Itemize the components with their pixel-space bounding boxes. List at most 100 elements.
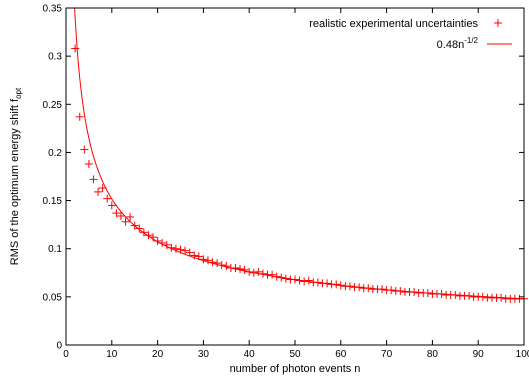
data-point — [245, 267, 254, 276]
x-tick-label: 90 — [473, 349, 485, 360]
x-tick-label: 70 — [381, 349, 393, 360]
y-tick-label: 0.15 — [43, 196, 63, 207]
data-point — [396, 287, 405, 296]
data-point — [80, 145, 89, 154]
data-point — [281, 274, 290, 283]
data-point — [249, 268, 258, 277]
fit-curve-layer — [74, 7, 525, 300]
data-point — [387, 286, 396, 295]
data-point — [478, 292, 487, 301]
x-tick-label: 10 — [106, 349, 118, 360]
data-point — [94, 187, 103, 196]
x-tick-label: 30 — [198, 349, 210, 360]
data-point — [84, 159, 93, 168]
x-tick-label: 40 — [244, 349, 256, 360]
data-point — [345, 282, 354, 291]
x-tick-label: 100 — [516, 349, 529, 360]
data-point — [304, 276, 313, 285]
data-point — [190, 251, 199, 260]
data-point — [258, 269, 267, 278]
data-point — [423, 289, 432, 298]
data-point — [268, 270, 277, 279]
data-point — [231, 263, 240, 272]
x-axis-title: number of photon events n — [230, 363, 361, 375]
data-point — [240, 265, 249, 274]
data-point — [272, 272, 281, 281]
y-tick-label: 0.2 — [48, 148, 62, 159]
data-point — [167, 243, 176, 252]
data-point — [213, 259, 222, 268]
y-axis-title: RMS of the optimum energy shift fopt — [9, 87, 23, 265]
data-point — [89, 175, 98, 184]
x-tick-label: 0 — [63, 349, 69, 360]
legend-label-points: realistic experimental uncertainties — [309, 18, 478, 30]
data-point — [465, 291, 474, 300]
x-tick-label: 20 — [152, 349, 164, 360]
data-point — [135, 224, 144, 233]
data-point — [203, 256, 212, 265]
data-point — [199, 255, 208, 264]
data-point — [75, 112, 84, 121]
x-tick-label: 50 — [289, 349, 301, 360]
data-point — [176, 245, 185, 254]
data-point — [171, 244, 180, 253]
data-point — [103, 194, 112, 203]
legend-marker-points — [494, 19, 502, 27]
data-point — [364, 284, 373, 293]
legend-label-fit-main: 0.48n — [437, 39, 465, 51]
data-point — [236, 264, 245, 273]
fit-curve — [74, 7, 525, 300]
data-point — [410, 288, 419, 297]
data-point — [158, 238, 167, 247]
y-tick-label: 0 — [56, 341, 62, 352]
y-tick-label: 0.35 — [43, 4, 63, 15]
data-point — [130, 221, 139, 230]
data-point — [332, 280, 341, 289]
data-point — [451, 290, 460, 299]
data-point — [112, 209, 121, 218]
data-point — [121, 217, 130, 226]
legend: realistic experimental uncertainties 0.4… — [309, 18, 512, 51]
data-point — [185, 248, 194, 257]
data-point — [98, 184, 107, 193]
data-point — [323, 279, 332, 288]
data-point — [277, 273, 286, 282]
data-point — [162, 240, 171, 249]
y-tick-label: 0.25 — [43, 100, 63, 111]
data-point — [208, 258, 217, 267]
data-point — [217, 261, 226, 270]
data-point — [313, 278, 322, 287]
legend-label-fit-superscript: -1/2 — [464, 36, 478, 45]
data-point — [355, 283, 364, 292]
y-tick-label: 0.05 — [43, 292, 63, 303]
data-point — [300, 277, 309, 286]
data-points-layer — [71, 44, 528, 303]
x-tick-label: 80 — [427, 349, 439, 360]
data-point — [295, 276, 304, 285]
y-tick-label: 0.3 — [48, 52, 62, 63]
data-point — [497, 293, 506, 302]
data-point — [107, 201, 116, 210]
data-point — [254, 267, 263, 276]
data-point — [437, 289, 446, 298]
data-point — [153, 237, 162, 246]
x-tick-label: 60 — [335, 349, 347, 360]
y-axis-title-main: RMS of the optimum energy shift f — [9, 98, 21, 265]
data-point — [222, 262, 231, 271]
data-point — [194, 252, 203, 261]
data-point — [336, 281, 345, 290]
data-point — [181, 246, 190, 255]
data-point — [144, 231, 153, 240]
data-point — [139, 228, 148, 237]
data-point — [378, 285, 387, 294]
y-tick-label: 0.1 — [48, 244, 62, 255]
legend-label-fit: 0.48n-1/2 — [437, 36, 479, 51]
y-axis-title-subscript: opt — [14, 87, 23, 99]
data-point — [71, 44, 80, 53]
data-point — [291, 275, 299, 284]
data-point — [126, 212, 135, 221]
data-point — [149, 233, 158, 242]
data-point — [116, 211, 125, 220]
axis-ticks: 0 10 20 30 40 50 60 70 80 90 100 0 0.05 0.1 0.15 0.2 0.2… — [43, 4, 529, 361]
